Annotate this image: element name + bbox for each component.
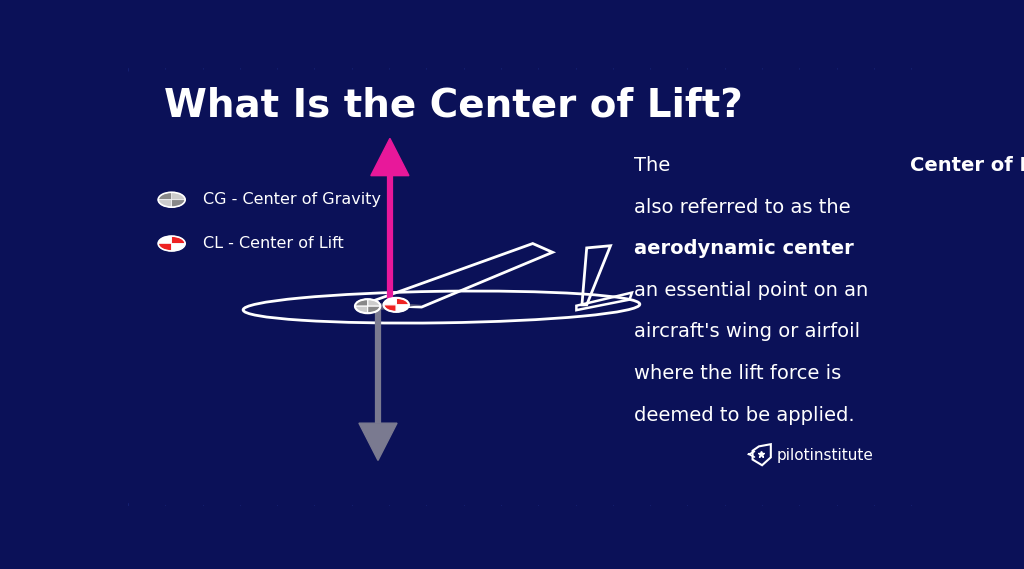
Wedge shape [158, 236, 172, 244]
FancyArrow shape [359, 423, 397, 460]
Text: aerodynamic center: aerodynamic center [634, 239, 854, 258]
Text: What Is the Center of Lift?: What Is the Center of Lift? [164, 86, 742, 125]
Text: deemed to be applied.: deemed to be applied. [634, 406, 855, 424]
Text: pilotinstitute: pilotinstitute [776, 448, 873, 463]
Text: aircraft's wing or airfoil: aircraft's wing or airfoil [634, 323, 860, 341]
Text: where the lift force is: where the lift force is [634, 364, 842, 383]
Text: Center of Lift (CL),: Center of Lift (CL), [910, 156, 1024, 175]
Wedge shape [396, 298, 409, 305]
Wedge shape [368, 306, 380, 313]
Wedge shape [172, 244, 185, 251]
Text: also referred to as the: also referred to as the [634, 197, 851, 217]
Wedge shape [355, 299, 368, 306]
FancyBboxPatch shape [126, 69, 924, 505]
Text: an essential point on an: an essential point on an [634, 281, 868, 300]
Wedge shape [158, 200, 172, 207]
Text: CG - Center of Gravity: CG - Center of Gravity [204, 192, 381, 207]
Wedge shape [384, 305, 396, 312]
Wedge shape [172, 236, 185, 244]
Wedge shape [355, 306, 368, 313]
Wedge shape [172, 192, 185, 200]
Polygon shape [365, 303, 422, 310]
FancyArrow shape [371, 138, 409, 176]
Wedge shape [172, 200, 185, 207]
Text: CL - Center of Lift: CL - Center of Lift [204, 236, 344, 251]
Wedge shape [158, 192, 172, 200]
Wedge shape [396, 305, 409, 312]
Wedge shape [368, 299, 380, 306]
Text: The: The [634, 156, 677, 175]
Wedge shape [158, 244, 172, 251]
Wedge shape [384, 298, 396, 305]
